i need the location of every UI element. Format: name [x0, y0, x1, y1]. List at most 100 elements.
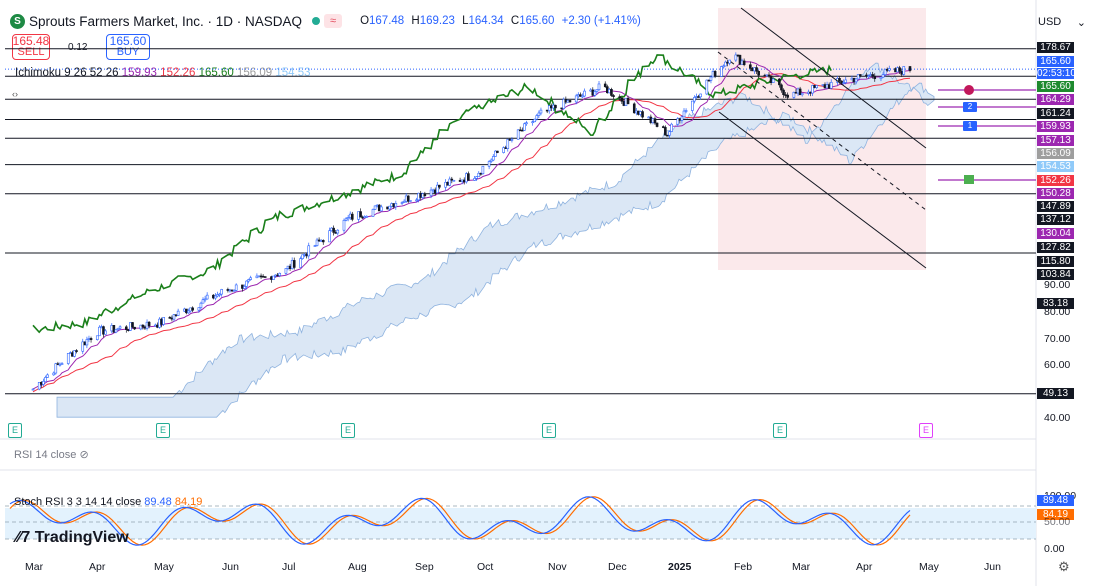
- candle-body: [328, 230, 331, 243]
- candle: [649, 114, 653, 125]
- candle: [214, 293, 217, 301]
- candle-body: [829, 82, 833, 89]
- price-axis-label: 156.09: [1037, 148, 1074, 159]
- rsi-legend[interactable]: RSI 14 close ⊘: [14, 449, 89, 461]
- earnings-marker-icon[interactable]: E: [8, 423, 22, 438]
- candle: [755, 64, 758, 74]
- settings-gear-icon[interactable]: ⚙: [1058, 559, 1070, 574]
- candle-body: [56, 363, 60, 365]
- candle-body: [31, 388, 35, 391]
- candle: [176, 308, 180, 316]
- candle-body: [900, 71, 904, 75]
- candle-body: [566, 100, 570, 103]
- candle-body: [516, 129, 520, 140]
- candle-body: [54, 363, 58, 374]
- earnings-marker-icon[interactable]: E: [542, 423, 556, 438]
- candle-body: [632, 103, 636, 114]
- candle: [409, 200, 412, 202]
- candle: [829, 79, 833, 90]
- currency-select[interactable]: USD ⌄: [1038, 16, 1086, 29]
- candle: [247, 278, 250, 284]
- order-number-marker[interactable]: 2: [963, 102, 977, 112]
- candle-body: [574, 95, 578, 103]
- collapse-legend-icon[interactable]: ‹›: [12, 89, 18, 99]
- candle-body: [608, 89, 611, 94]
- candle-body: [417, 192, 420, 201]
- candle: [767, 72, 771, 78]
- candle-body: [317, 239, 321, 242]
- candle: [174, 314, 178, 317]
- x-tick-label: Mar: [25, 561, 44, 573]
- candle-body: [154, 324, 157, 327]
- candle: [479, 172, 483, 176]
- candle: [504, 145, 508, 149]
- candle-body: [815, 85, 819, 88]
- candle-body: [292, 260, 296, 268]
- candle: [639, 110, 642, 117]
- candle: [371, 208, 375, 217]
- candle: [664, 125, 667, 136]
- candle-body: [780, 84, 783, 91]
- candle-body: [840, 80, 843, 84]
- alert-icon[interactable]: ≈: [324, 14, 343, 28]
- candle-body: [807, 91, 810, 94]
- candle-body: [661, 126, 665, 128]
- candle: [201, 297, 205, 304]
- candle-body: [800, 93, 804, 96]
- candle: [110, 323, 114, 334]
- candle: [307, 242, 311, 259]
- candle-body: [481, 165, 485, 175]
- candle-body: [71, 352, 74, 357]
- candle-body: [421, 193, 425, 198]
- candle: [154, 323, 157, 327]
- candle: [245, 280, 248, 290]
- candle-body: [400, 202, 404, 204]
- candle-body: [873, 75, 877, 80]
- candle-body: [618, 96, 622, 99]
- y-tick-label: 80.00: [1044, 306, 1071, 318]
- eye-off-icon[interactable]: ⊘: [79, 449, 89, 461]
- candle: [720, 65, 723, 77]
- sell-button[interactable]: 165.48 SELL: [12, 34, 50, 60]
- candle: [462, 177, 466, 185]
- x-tick-label: May: [154, 561, 174, 573]
- candle: [85, 336, 89, 349]
- channel-upper-line: [740, 7, 927, 149]
- price-axis-label: 115.80: [1037, 256, 1074, 267]
- candle-body: [697, 96, 700, 98]
- candle-body: [537, 112, 541, 116]
- candle-body: [255, 275, 259, 279]
- candle-body: [197, 307, 201, 311]
- earnings-marker-icon[interactable]: E: [773, 423, 787, 438]
- earnings-marker-icon[interactable]: E: [341, 423, 355, 438]
- candle-body: [189, 307, 192, 312]
- candle-body: [102, 326, 105, 335]
- candle: [684, 108, 688, 114]
- candle-body: [622, 101, 626, 106]
- candle-body: [742, 60, 746, 66]
- candle-body: [487, 161, 491, 167]
- candle: [185, 308, 188, 315]
- candle: [523, 122, 526, 131]
- candle: [908, 65, 912, 73]
- candle: [330, 227, 333, 232]
- candle: [37, 382, 41, 391]
- candle-body: [902, 66, 906, 75]
- buy-button[interactable]: 165.60 BUY: [106, 34, 150, 60]
- candle: [494, 150, 497, 157]
- earnings-marker-icon[interactable]: E: [919, 423, 933, 438]
- candle: [83, 341, 87, 346]
- candle-body: [243, 286, 246, 289]
- candle-body: [494, 150, 497, 157]
- candle: [757, 70, 760, 78]
- symbol-title[interactable]: Sprouts Farmers Market, Inc. · 1D · NASD…: [29, 13, 303, 29]
- candle: [452, 179, 456, 182]
- check-marker-icon: [964, 175, 974, 184]
- candle-body: [720, 66, 723, 77]
- candle: [467, 171, 470, 181]
- order-number-marker[interactable]: 1: [963, 121, 977, 131]
- stoch-legend[interactable]: Stoch RSI 3 3 14 14 close 89.48 84.19: [14, 496, 203, 508]
- candle-body: [394, 203, 398, 208]
- earnings-marker-icon[interactable]: E: [156, 423, 170, 438]
